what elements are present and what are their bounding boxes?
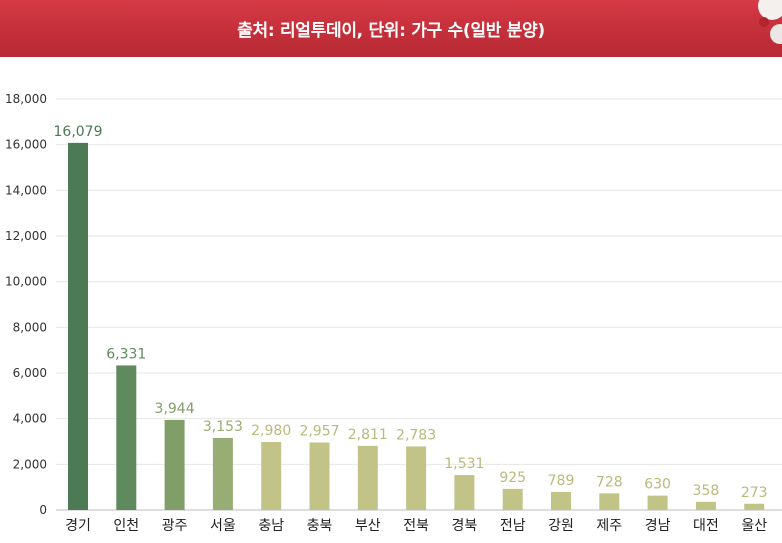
bar bbox=[744, 503, 765, 510]
x-tick-label: 충남 bbox=[258, 518, 284, 534]
x-tick-label: 강원 bbox=[548, 518, 574, 534]
y-tick-label: 0 bbox=[39, 503, 47, 517]
x-tick-label: 제주 bbox=[596, 518, 622, 534]
data-label: 3,944 bbox=[155, 401, 195, 417]
bar bbox=[357, 445, 378, 510]
bar bbox=[647, 495, 668, 510]
bar bbox=[68, 142, 88, 510]
y-tick-label: 10,000 bbox=[5, 275, 47, 289]
data-label: 358 bbox=[693, 483, 720, 499]
bar bbox=[212, 438, 233, 510]
data-label: 1,531 bbox=[444, 456, 484, 472]
y-tick-label: 8,000 bbox=[13, 320, 47, 334]
data-label: 630 bbox=[644, 477, 671, 493]
data-label: 925 bbox=[499, 470, 526, 486]
x-tick-label: 울산 bbox=[741, 518, 767, 534]
x-tick-label: 서울 bbox=[210, 518, 236, 534]
x-tick-label: 전북 bbox=[403, 518, 429, 534]
data-label: 3,153 bbox=[203, 419, 243, 435]
bar bbox=[599, 493, 620, 510]
bar bbox=[116, 365, 137, 510]
bar bbox=[454, 475, 475, 510]
data-label: 2,783 bbox=[396, 427, 436, 443]
y-tick-label: 18,000 bbox=[5, 92, 47, 106]
x-tick-label: 대전 bbox=[693, 518, 719, 534]
data-label: 16,079 bbox=[54, 124, 103, 140]
y-tick-label: 2,000 bbox=[13, 457, 47, 471]
bar bbox=[502, 488, 523, 510]
data-label: 2,980 bbox=[251, 423, 291, 439]
title-banner: 출처: 리얼투데이, 단위: 가구 수(일반 분양) bbox=[0, 0, 782, 57]
bar bbox=[261, 441, 282, 510]
y-tick-label: 4,000 bbox=[13, 412, 47, 426]
data-label: 2,811 bbox=[348, 427, 388, 443]
y-tick-label: 16,000 bbox=[5, 138, 47, 152]
data-label: 728 bbox=[596, 474, 623, 490]
ornament-decoration bbox=[758, 0, 782, 44]
bar-chart: 0 2,000 4,000 6,000 8,000 10,000 12,000 14,000 1… bbox=[5, 92, 782, 534]
data-label: 2,957 bbox=[299, 423, 339, 439]
bar bbox=[406, 446, 427, 510]
x-tick-label: 광주 bbox=[162, 518, 188, 534]
chart-source-title: 출처: 리얼투데이, 단위: 가구 수(일반 분양) bbox=[237, 21, 545, 41]
y-tick-label: 12,000 bbox=[5, 229, 47, 243]
bar bbox=[695, 501, 716, 510]
x-tick-label: 경기 bbox=[65, 518, 91, 534]
x-tick-label: 경북 bbox=[452, 518, 478, 534]
data-label: 6,331 bbox=[106, 346, 146, 362]
bar bbox=[551, 491, 571, 510]
x-tick-label: 충북 bbox=[307, 518, 333, 534]
y-tick-label: 14,000 bbox=[5, 183, 47, 197]
bar bbox=[309, 442, 330, 510]
x-tick-label: 부산 bbox=[355, 518, 381, 534]
data-label: 273 bbox=[741, 485, 768, 501]
bar bbox=[164, 419, 185, 510]
x-tick-label: 경남 bbox=[645, 518, 671, 534]
x-tick-label: 인천 bbox=[113, 518, 139, 534]
data-label: 789 bbox=[548, 473, 575, 489]
x-tick-label: 전남 bbox=[500, 518, 526, 534]
y-tick-label: 6,000 bbox=[13, 366, 47, 380]
chart-area: 0 2,000 4,000 6,000 8,000 10,000 12,000 14,000 1… bbox=[0, 57, 782, 539]
